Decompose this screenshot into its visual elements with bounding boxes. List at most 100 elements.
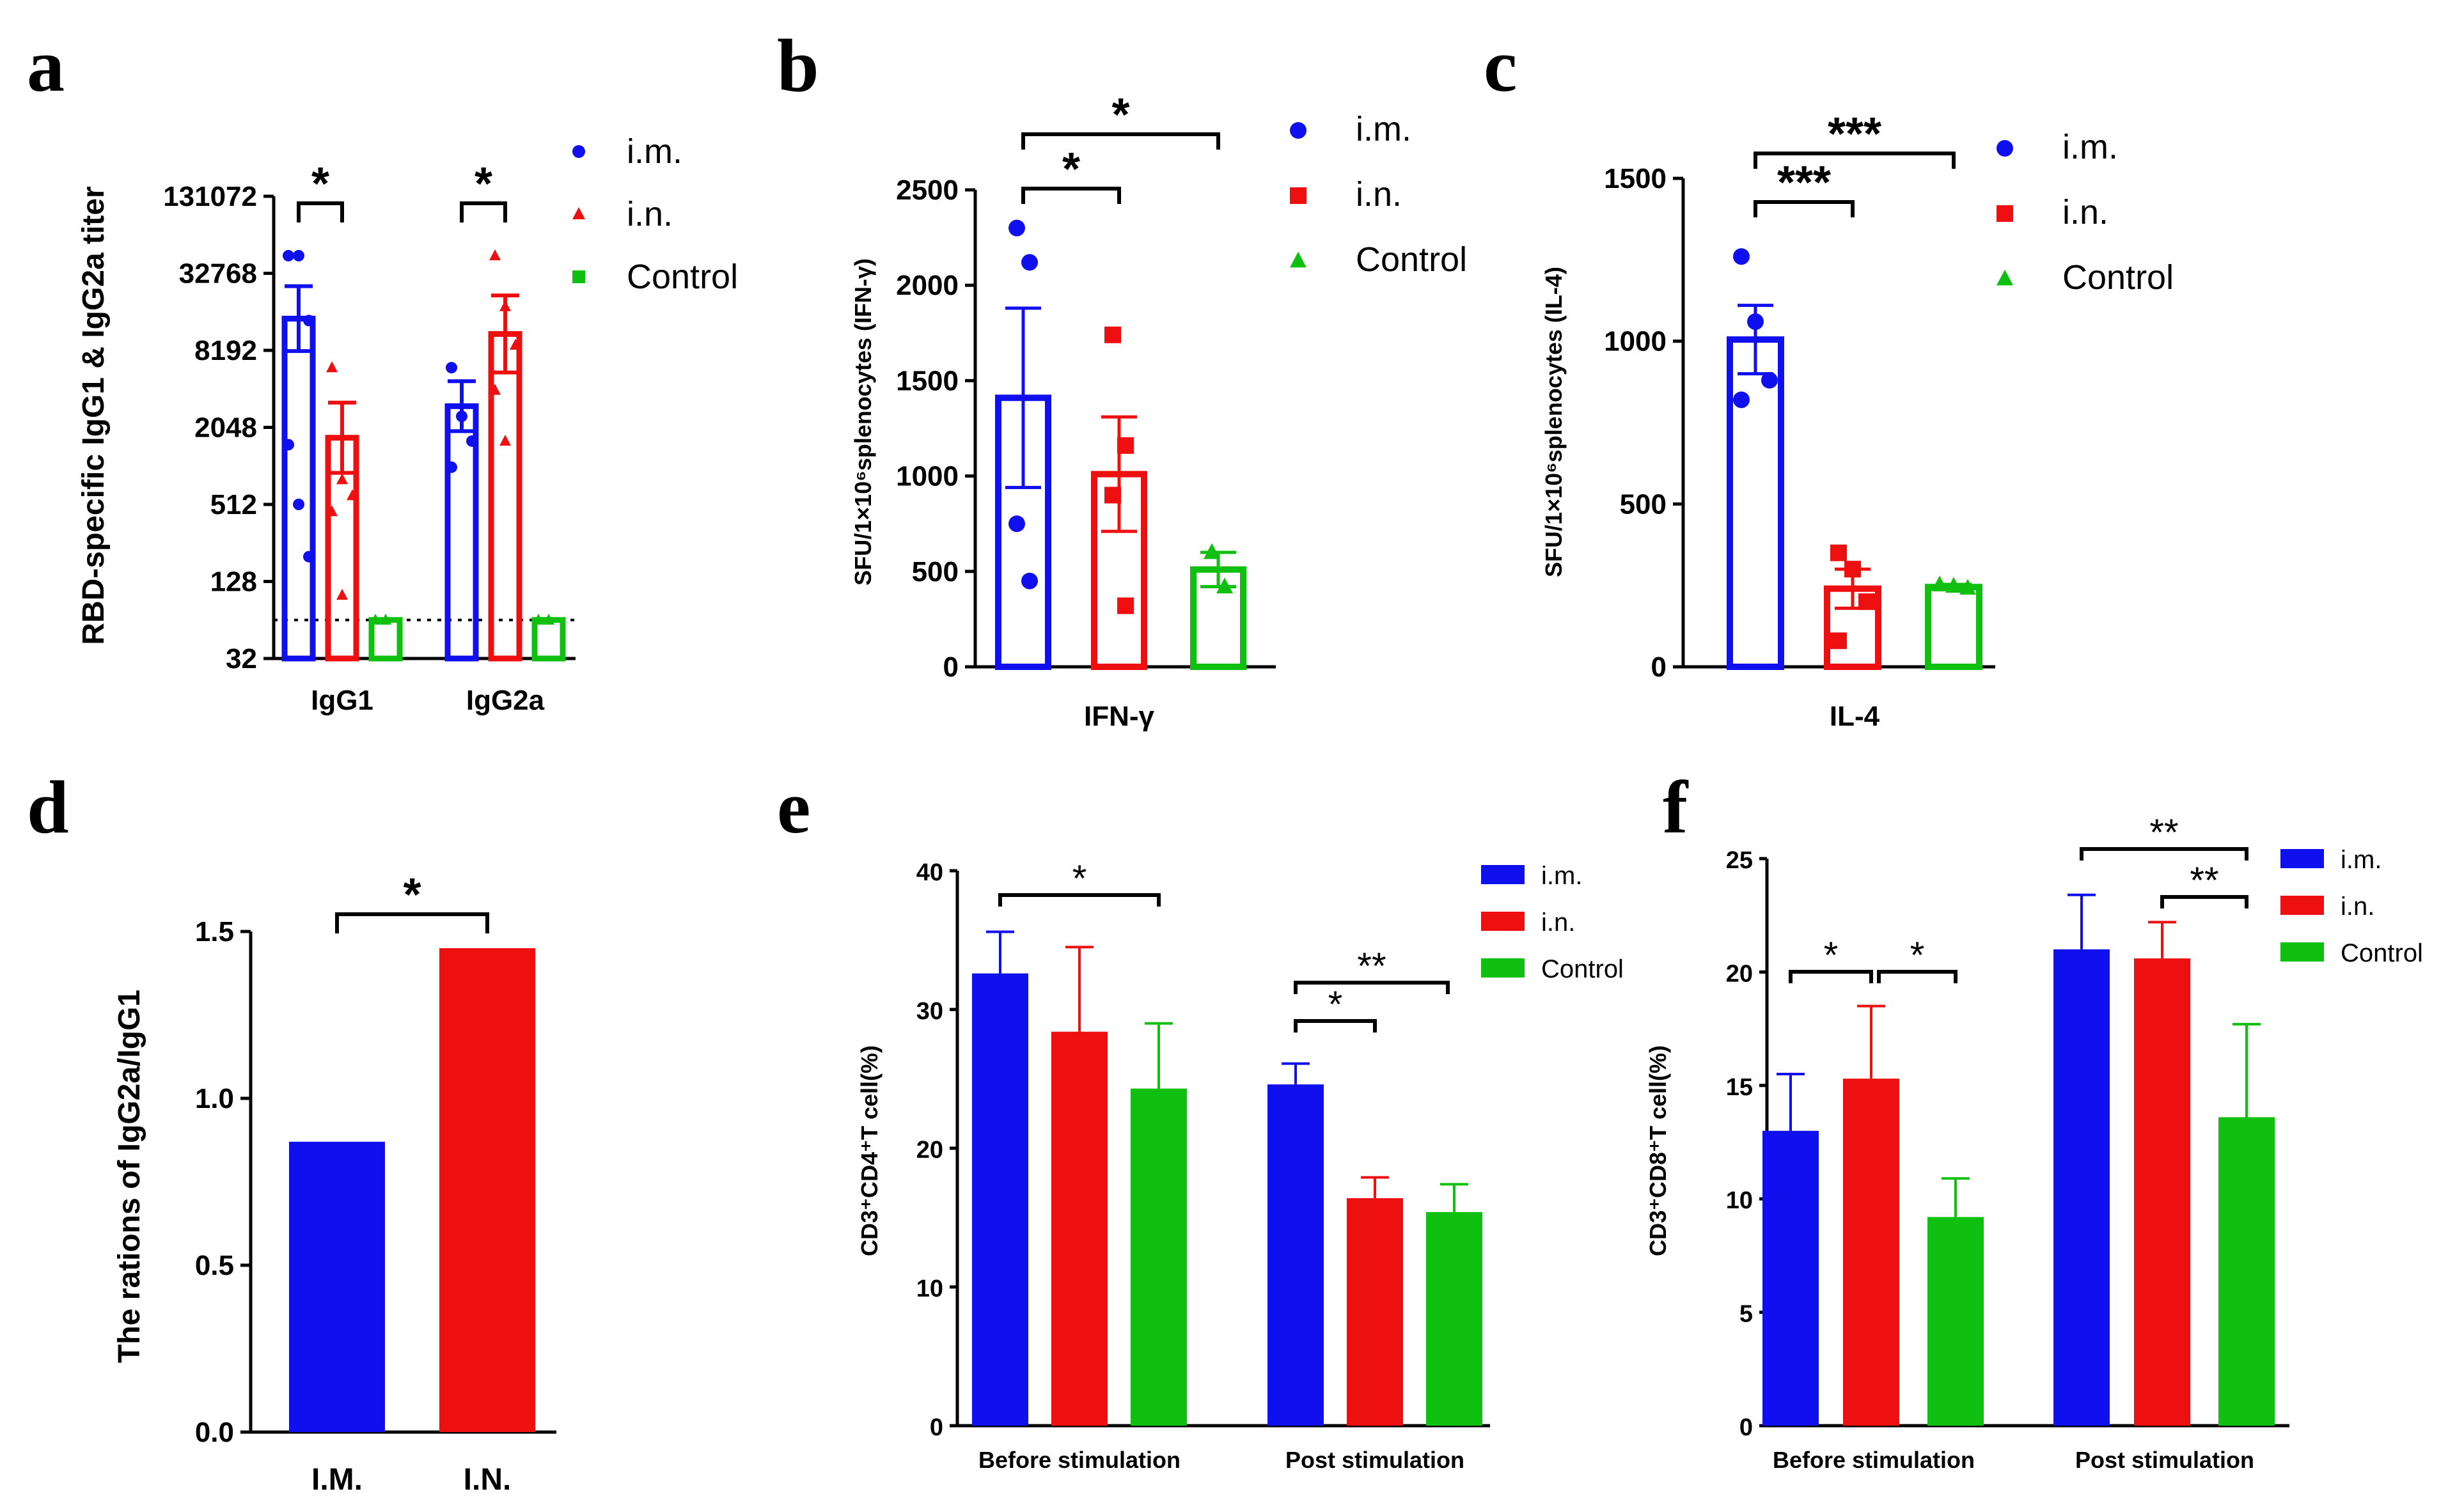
panel-e-significance-bracket [998, 893, 1161, 907]
panel-a-legend-marker [572, 270, 585, 283]
panel-e-y-tick-label: 10 [916, 1275, 943, 1302]
panel-a-bar [281, 315, 316, 662]
panel-d-y-label: The rations of IgG2a/IgG1 [113, 990, 146, 1363]
panel-f-y-tick-label: 25 [1726, 847, 1753, 874]
panel-a-point [510, 338, 521, 350]
panel-a-point [283, 249, 294, 261]
panel-a-y-tick-label: 8192 [194, 335, 257, 366]
panel-a-point [499, 435, 511, 446]
panel-c-y-tick-label: 1000 [1604, 326, 1667, 357]
panel-c-y-tick-label: 1500 [1604, 163, 1667, 194]
panel-f-y-label: CD3⁺CD8⁺T cell(%) [1645, 1045, 1671, 1256]
panel-f-legend-label: i.n. [2341, 892, 2374, 921]
panel-e-bar [1267, 1084, 1324, 1426]
panel-f-bar [2053, 949, 2110, 1426]
panel-a-significance-bracket [297, 201, 344, 222]
panel-c-point [1858, 593, 1875, 611]
panel-e-letter: e [777, 765, 810, 849]
panel-c-bar [1925, 584, 1982, 670]
panel-a-point [303, 550, 315, 563]
panel-c-y-tick-label: 0 [1651, 651, 1667, 683]
panel-c-point [1733, 248, 1750, 265]
panel-a-y-tick-label: 128 [210, 566, 257, 598]
panel-f-significance-bracket [2080, 847, 2248, 861]
panel-a-point [326, 505, 338, 517]
panel-c-significance-bracket [1754, 152, 1956, 169]
panel-e-x-tick-label: Post stimulation [1285, 1447, 1464, 1473]
panel-b-point [1008, 219, 1025, 237]
panel-b-point [1204, 543, 1220, 559]
panel-b-legend-label: Control [1356, 240, 1467, 279]
panel-b-y-tick-label: 500 [912, 556, 959, 588]
panel-b-legend-label: i.n. [1356, 175, 1402, 214]
panel-a-y-tick-label: 32 [226, 643, 257, 674]
panel-c-legend-marker [1997, 205, 2013, 222]
panel-a-significance-label: * [311, 159, 329, 210]
panel-b-significance-bracket [1021, 132, 1220, 150]
panel-b-x-tick-label: IFN-γ [1084, 701, 1155, 732]
panel-c-significance-label: *** [1777, 157, 1831, 208]
panel-b-point [1008, 515, 1025, 533]
panel-b-point [1021, 572, 1038, 589]
panel-a-significance-bracket [460, 201, 507, 222]
panel-a-x-tick-label: IgG1 [311, 685, 373, 716]
panel-b-point [1216, 577, 1233, 594]
panel-d-letter: d [27, 765, 69, 849]
panel-f-significance-label: * [1824, 935, 1839, 976]
panel-e-y-tick-label: 20 [916, 1137, 943, 1164]
panel-e-legend-label: i.n. [1541, 908, 1575, 937]
panel-c-letter: c [1484, 24, 1517, 107]
panel-e-significance-label: * [1072, 858, 1087, 900]
panel-a-point [293, 249, 304, 261]
panel-f-significance-bracket [1789, 970, 1873, 983]
panel-f-letter: f [1663, 765, 1689, 849]
panel-a-legend-label: Control [627, 258, 738, 296]
panel-b-legend-marker [1290, 251, 1306, 268]
panel-a-point [533, 613, 544, 625]
panel-f-bar [1927, 1217, 1984, 1426]
panel-b-point [1117, 437, 1134, 454]
panel-e-y-label: CD3⁺CD4⁺T cell(%) [856, 1045, 883, 1256]
panel-d-significance-label: * [403, 869, 421, 921]
panel-c-point [1931, 575, 1948, 592]
panel-c-bar [1727, 336, 1784, 670]
panel-a-legend-label: i.n. [627, 195, 673, 233]
panel-e-y-tick-label: 40 [916, 859, 943, 886]
panel-e-significance-label: * [1328, 984, 1343, 1025]
panel-f-legend-swatch [2280, 942, 2324, 962]
panel-c-point [1844, 561, 1861, 578]
panel-f-significance-bracket [1877, 970, 1958, 983]
panel-b-y-tick-label: 1000 [896, 461, 959, 492]
panel-c-legend-label: i.m. [2062, 128, 2118, 166]
panel-a-y-tick-label: 32768 [179, 258, 257, 290]
panel-d-x-tick-label: I.N. [464, 1463, 512, 1497]
panel-b-legend-marker [1290, 187, 1306, 204]
panel-c-point [1761, 371, 1778, 389]
panel-a-point [370, 613, 381, 625]
panel-c-legend-label: Control [2062, 258, 2174, 297]
panel-f-bar [1843, 1079, 1899, 1426]
panel-b-legend-marker [1290, 122, 1306, 139]
panel-f-legend-label: i.m. [2341, 846, 2381, 874]
panel-e-x-tick-label: Before stimulation [978, 1447, 1181, 1473]
panel-e-y-tick-label: 0 [930, 1414, 943, 1441]
panel-e-legend-swatch [1481, 865, 1525, 884]
panel-d-significance-bracket [335, 912, 489, 933]
panel-f-legend-swatch [2280, 849, 2324, 868]
panel-f-bar [2218, 1117, 2275, 1426]
panel-c-point [1830, 544, 1847, 561]
panel-f-bar [1762, 1130, 1819, 1426]
panel-f-y-tick-label: 5 [1739, 1301, 1753, 1328]
panel-b-legend-label: i.m. [1356, 110, 1411, 148]
panel-a-point [489, 249, 501, 261]
panel-d-bar [289, 1141, 385, 1432]
panel-c-legend-marker [1997, 140, 2013, 157]
panel-b-point [1117, 597, 1134, 614]
panel-e-bar [1051, 1031, 1108, 1426]
panel-d-y-tick-label: 1.5 [195, 916, 234, 947]
panel-c-x-tick-label: IL-4 [1830, 701, 1880, 732]
panel-f-y-tick-label: 15 [1726, 1074, 1753, 1101]
panel-a-y-tick-label: 131072 [163, 181, 257, 212]
panel-f-y-tick-label: 20 [1726, 960, 1753, 987]
panel-b-significance-bracket [1021, 187, 1121, 204]
